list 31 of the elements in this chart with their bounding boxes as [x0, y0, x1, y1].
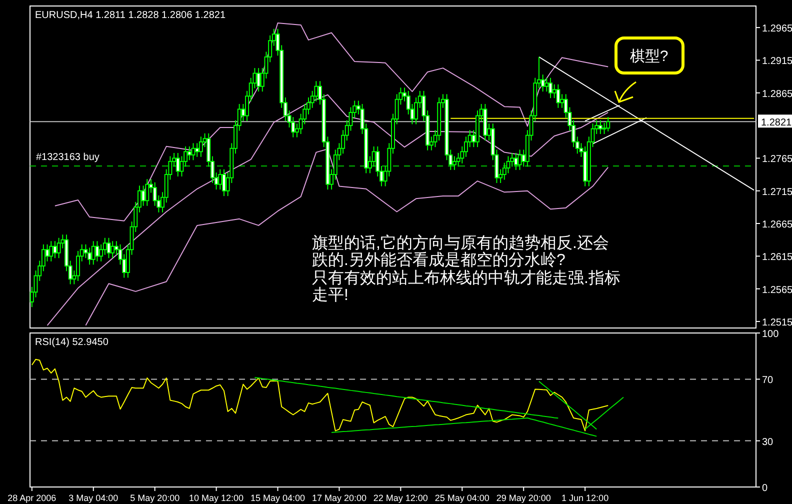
- y-tick-label: 1.2865: [762, 88, 792, 100]
- y-tick-label: 1.2615: [762, 252, 792, 264]
- chart-title: EURUSD,H4 1.2811 1.2828 1.2806 1.2821: [35, 10, 226, 21]
- y-tick-label: 1.2715: [762, 186, 792, 198]
- x-tick-label: 17 May 20:00: [312, 493, 366, 503]
- annotation: 旗型的话,它的方向与原有的趋势相反.还会跌的.另外能否看成是都空的分水岭?: [312, 234, 609, 269]
- chart-title: RSI(14) 52.9450: [35, 337, 109, 348]
- x-tick-label: 3 May 04:00: [68, 493, 118, 503]
- y-tick-label: 1.2665: [762, 219, 792, 230]
- annotation: 棋型?: [630, 48, 668, 65]
- x-tick-label: 22 May 12:00: [373, 493, 428, 503]
- y-tick-label: 0: [762, 483, 768, 494]
- x-tick-label: 1 Jun 12:00: [562, 493, 609, 503]
- x-tick-label: 10 May 12:00: [189, 493, 244, 503]
- ref-line-label: #1323163 buy: [36, 152, 100, 164]
- y-tick-label: 100: [762, 329, 780, 340]
- y-tick-label: 1.2565: [762, 284, 792, 296]
- x-tick-label: 29 May 20:00: [496, 493, 551, 503]
- x-tick-label: 5 May 20:00: [130, 493, 180, 503]
- y-tick-label: 70: [762, 375, 774, 386]
- y-tick-label: 1.2765: [762, 154, 792, 166]
- y-tick-label: 30: [762, 436, 774, 448]
- callout: 棋型?: [614, 36, 684, 74]
- ref-line-label: 1.2821: [761, 118, 792, 129]
- x-tick-label: 25 May 04:00: [434, 493, 490, 503]
- y-tick-label: 1.2915: [762, 56, 792, 68]
- x-tick-label: 28 Apr 2006: [8, 493, 56, 503]
- y-tick-label: 1.2515: [762, 317, 792, 328]
- x-tick-label: 15 May 04:00: [250, 493, 306, 503]
- annotation: 只有有效的站上布林线的中轨才能走强.指标走平!: [312, 269, 620, 304]
- y-tick-label: 1.2965: [762, 24, 792, 35]
